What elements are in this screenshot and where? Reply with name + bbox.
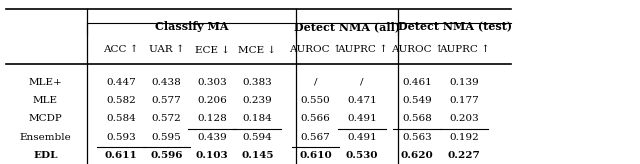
Text: 0.447: 0.447 [106,78,136,86]
Text: 0.572: 0.572 [152,114,181,123]
Text: 0.139: 0.139 [449,78,479,86]
Text: 0.471: 0.471 [347,96,377,105]
Text: 0.549: 0.549 [403,96,432,105]
Text: 0.593: 0.593 [106,133,136,142]
Text: 0.595: 0.595 [152,133,181,142]
Text: 0.103: 0.103 [196,151,228,160]
Text: AUPRC ↑: AUPRC ↑ [439,45,490,54]
Text: MLE+: MLE+ [28,78,62,86]
Text: EDL: EDL [33,151,58,160]
Text: ACC ↑: ACC ↑ [104,45,139,54]
Text: MLE: MLE [33,96,58,105]
Text: 0.610: 0.610 [300,151,332,160]
Text: 0.491: 0.491 [347,114,377,123]
Text: 0.184: 0.184 [243,114,272,123]
Text: 0.177: 0.177 [449,96,479,105]
Text: 0.383: 0.383 [243,78,272,86]
Text: 0.206: 0.206 [197,96,227,105]
Text: 0.550: 0.550 [301,96,330,105]
Text: 0.577: 0.577 [152,96,181,105]
Text: 0.303: 0.303 [197,78,227,86]
Text: 0.620: 0.620 [401,151,433,160]
Text: 0.439: 0.439 [197,133,227,142]
Text: 0.594: 0.594 [243,133,272,142]
Text: 0.582: 0.582 [106,96,136,105]
Text: 0.566: 0.566 [301,114,330,123]
Text: AUPRC ↑: AUPRC ↑ [337,45,387,54]
Text: AUROC ↑: AUROC ↑ [391,45,444,54]
Text: 0.227: 0.227 [448,151,481,160]
Text: Classify MA: Classify MA [155,21,228,32]
Text: Detect NMA (all): Detect NMA (all) [294,21,400,32]
Text: AUROC ↑: AUROC ↑ [289,45,342,54]
Text: 0.563: 0.563 [403,133,432,142]
Text: 0.567: 0.567 [301,133,330,142]
Text: Ensemble: Ensemble [19,133,71,142]
Text: 0.128: 0.128 [197,114,227,123]
Text: 0.461: 0.461 [403,78,432,86]
Text: 0.530: 0.530 [346,151,378,160]
Text: 0.192: 0.192 [449,133,479,142]
Text: MCE ↓: MCE ↓ [238,45,276,54]
Text: UAR ↑: UAR ↑ [148,45,184,54]
Text: 0.611: 0.611 [105,151,138,160]
Text: 0.239: 0.239 [243,96,272,105]
Text: Detect NMA (test): Detect NMA (test) [398,21,512,32]
Text: 0.203: 0.203 [449,114,479,123]
Text: 0.568: 0.568 [403,114,432,123]
Text: 0.596: 0.596 [150,151,182,160]
Text: MCDP: MCDP [28,114,62,123]
Text: 0.491: 0.491 [347,133,377,142]
Text: 0.584: 0.584 [106,114,136,123]
Text: ECE ↓: ECE ↓ [195,45,230,54]
Text: 0.145: 0.145 [241,151,273,160]
Text: 0.438: 0.438 [152,78,181,86]
Text: /: / [314,78,317,86]
Text: /: / [360,78,364,86]
